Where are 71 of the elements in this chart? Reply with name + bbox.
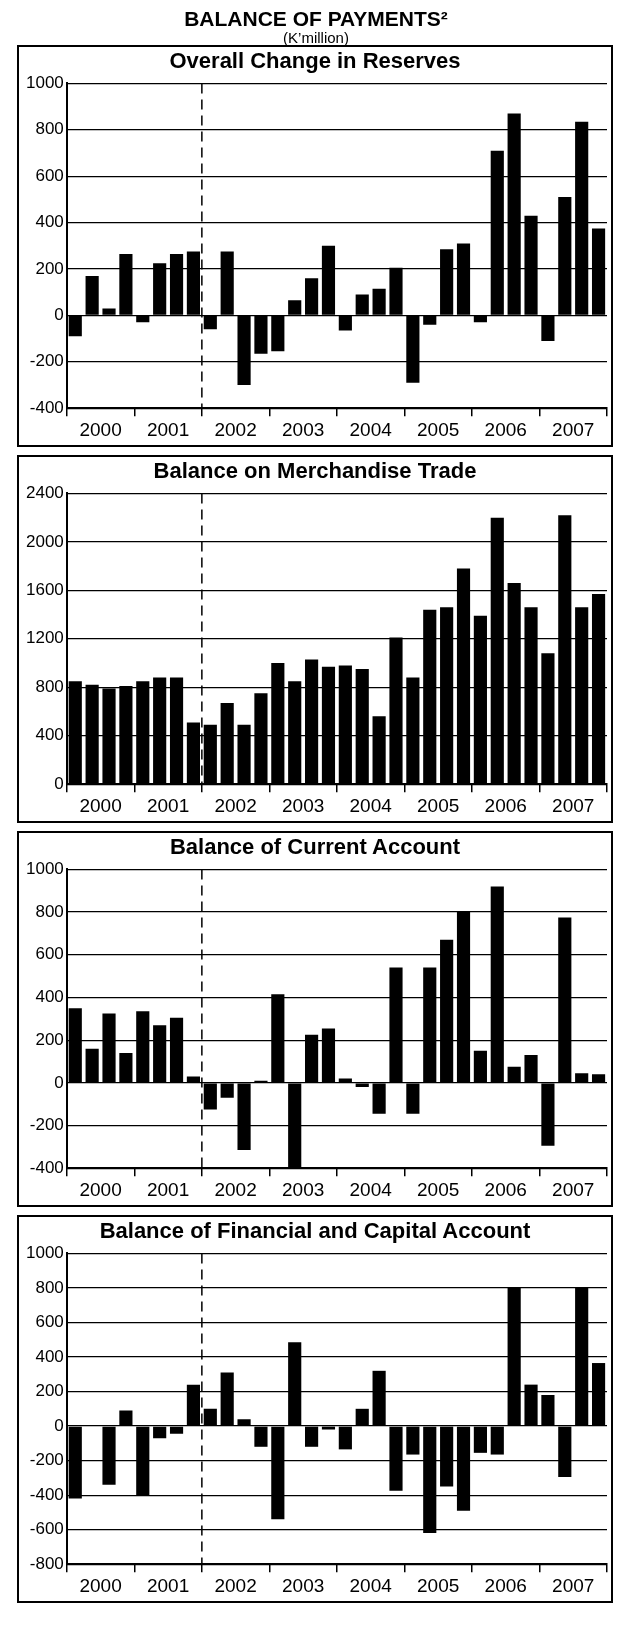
y-tick-label: 200 — [35, 1029, 64, 1049]
y-tick-label: 400 — [35, 725, 64, 745]
x-tick-label: 2007 — [552, 1178, 595, 1200]
x-tick-label: 2005 — [417, 418, 460, 440]
y-tick-label: 1000 — [25, 73, 64, 93]
x-tick-label: 2003 — [282, 1574, 325, 1596]
y-tick-label: -200 — [29, 1115, 64, 1135]
chart-title: Overall Change in Reserves — [169, 48, 461, 74]
x-tick-label: 2005 — [417, 1178, 460, 1200]
y-tick-label: -400 — [29, 397, 64, 417]
x-tick-label: 2002 — [214, 418, 257, 440]
y-tick-label: -600 — [29, 1519, 64, 1539]
x-tick-label: 2001 — [146, 1178, 190, 1200]
chart-title: Balance of Current Account — [169, 834, 461, 860]
x-tick-label: 2006 — [484, 418, 527, 440]
text: (K’million) — [282, 29, 350, 46]
x-tick-label: 2001 — [146, 794, 190, 816]
y-tick-label: 1200 — [25, 628, 64, 648]
x-tick-label: 2007 — [552, 418, 595, 440]
y-tick-label: 600 — [35, 1312, 64, 1332]
x-tick-label: 2000 — [79, 418, 122, 440]
x-tick-label: 2002 — [214, 1574, 257, 1596]
x-tick-label: 2006 — [484, 1574, 527, 1596]
x-tick-label: 2004 — [349, 418, 393, 440]
y-tick-label: -400 — [29, 1484, 64, 1504]
y-tick-label: 0 — [54, 773, 64, 793]
y-tick-label: 800 — [35, 901, 64, 921]
y-tick-label: 200 — [35, 258, 64, 278]
y-tick-label: 400 — [35, 1346, 64, 1366]
chart-title: Balance on Merchandise Trade — [153, 458, 477, 484]
y-tick-label: 2400 — [25, 483, 64, 503]
x-tick-label: 2005 — [417, 794, 460, 816]
y-tick-label: 400 — [35, 987, 64, 1007]
x-tick-label: 2006 — [484, 794, 527, 816]
x-tick-label: 2006 — [484, 1178, 527, 1200]
x-tick-label: 2003 — [282, 794, 325, 816]
x-tick-label: 2000 — [79, 1574, 122, 1596]
x-tick-label: 2005 — [417, 1574, 460, 1596]
y-tick-label: 0 — [54, 305, 64, 325]
y-tick-label: 800 — [35, 119, 64, 139]
x-tick-label: 2007 — [552, 1574, 595, 1596]
y-tick-label: 1000 — [25, 1243, 64, 1263]
x-tick-label: 2003 — [282, 418, 325, 440]
y-tick-label: -400 — [29, 1157, 64, 1177]
chart-title: Balance of Financial and Capital Account — [99, 1218, 532, 1244]
y-tick-label: 0 — [54, 1415, 64, 1435]
y-tick-label: 800 — [35, 1277, 64, 1297]
x-tick-label: 2002 — [214, 794, 257, 816]
y-tick-label: -200 — [29, 351, 64, 371]
x-tick-label: 2003 — [282, 1178, 325, 1200]
y-tick-label: 1600 — [25, 580, 64, 600]
x-tick-label: 2002 — [214, 1178, 257, 1200]
x-tick-label: 2000 — [79, 794, 122, 816]
y-tick-label: 600 — [35, 944, 64, 964]
x-tick-label: 2004 — [349, 794, 393, 816]
x-tick-label: 2000 — [79, 1178, 122, 1200]
y-tick-label: 200 — [35, 1381, 64, 1401]
y-tick-label: 600 — [35, 165, 64, 185]
x-tick-label: 2001 — [146, 1574, 190, 1596]
y-tick-label: 2000 — [25, 531, 64, 551]
y-tick-label: 800 — [35, 676, 64, 696]
y-tick-label: 1000 — [25, 859, 64, 879]
y-tick-label: -800 — [29, 1553, 64, 1573]
x-tick-label: 2001 — [146, 418, 190, 440]
y-tick-label: 400 — [35, 212, 64, 232]
x-tick-label: 2004 — [349, 1574, 393, 1596]
text: BALANCE OF PAYMENTS² — [183, 7, 449, 30]
x-tick-label: 2007 — [552, 794, 595, 816]
y-tick-label: 0 — [54, 1072, 64, 1092]
x-tick-label: 2004 — [349, 1178, 393, 1200]
y-tick-label: -200 — [29, 1450, 64, 1470]
